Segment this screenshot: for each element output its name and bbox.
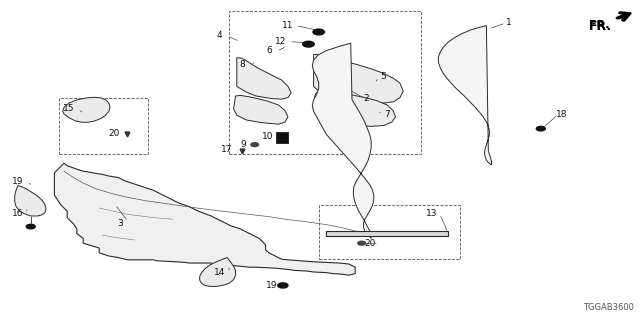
Text: 3: 3 [118, 220, 123, 228]
Polygon shape [234, 95, 288, 124]
Circle shape [358, 241, 365, 245]
Bar [229, 11, 421, 154]
Text: 10: 10 [262, 132, 273, 141]
Text: 2: 2 [364, 94, 369, 103]
Text: 15: 15 [63, 104, 75, 113]
Text: 11: 11 [282, 21, 294, 30]
Text: 1: 1 [506, 18, 511, 27]
Text: 9: 9 [241, 140, 246, 149]
Text: 8: 8 [239, 60, 244, 69]
Text: 19: 19 [266, 281, 278, 290]
Text: 7: 7 [385, 110, 390, 119]
Text: 16: 16 [12, 209, 24, 218]
Text: 13: 13 [426, 209, 438, 218]
Polygon shape [15, 186, 46, 216]
Polygon shape [326, 231, 448, 236]
Text: 19: 19 [12, 177, 24, 186]
Text: FR.: FR. [589, 20, 610, 30]
Polygon shape [237, 58, 291, 99]
Text: 4: 4 [216, 31, 221, 40]
Text: 12: 12 [275, 37, 286, 46]
Circle shape [303, 41, 314, 47]
Bar [59, 98, 148, 154]
Text: 14: 14 [214, 268, 225, 277]
Polygon shape [314, 92, 396, 126]
Polygon shape [200, 258, 236, 286]
Text: FR.: FR. [589, 20, 612, 33]
Text: 17: 17 [221, 145, 233, 154]
Text: 5: 5 [380, 72, 385, 81]
Circle shape [26, 224, 35, 229]
Text: TGGAB3600: TGGAB3600 [583, 303, 634, 312]
Polygon shape [438, 26, 492, 165]
Polygon shape [54, 163, 355, 275]
Circle shape [313, 29, 324, 35]
Polygon shape [63, 97, 110, 122]
Bar [319, 205, 460, 259]
Circle shape [278, 283, 288, 288]
Text: 20: 20 [108, 129, 120, 138]
Polygon shape [312, 43, 374, 238]
Text: 18: 18 [556, 110, 568, 119]
Circle shape [536, 126, 545, 131]
Polygon shape [314, 54, 403, 103]
Bar [276, 132, 288, 143]
Text: 20: 20 [364, 239, 376, 248]
Circle shape [251, 143, 259, 147]
Text: 6: 6 [266, 46, 271, 55]
